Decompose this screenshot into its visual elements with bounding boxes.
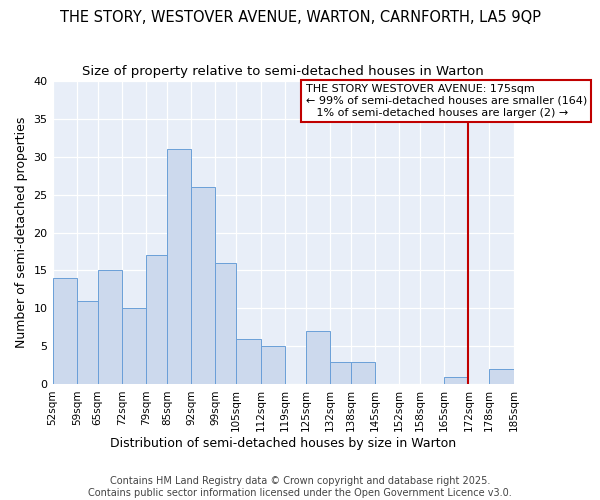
Text: Contains HM Land Registry data © Crown copyright and database right 2025.
Contai: Contains HM Land Registry data © Crown c…	[88, 476, 512, 498]
Bar	[330, 362, 350, 384]
Bar	[167, 149, 191, 384]
Title: Size of property relative to semi-detached houses in Warton: Size of property relative to semi-detach…	[82, 65, 484, 78]
Text: THE STORY WESTOVER AVENUE: 175sqm
← 99% of semi-detached houses are smaller (164: THE STORY WESTOVER AVENUE: 175sqm ← 99% …	[305, 84, 587, 117]
X-axis label: Distribution of semi-detached houses by size in Warton: Distribution of semi-detached houses by …	[110, 437, 456, 450]
Bar	[489, 370, 514, 384]
Y-axis label: Number of semi-detached properties: Number of semi-detached properties	[15, 117, 28, 348]
Bar	[191, 187, 215, 384]
Text: THE STORY, WESTOVER AVENUE, WARTON, CARNFORTH, LA5 9QP: THE STORY, WESTOVER AVENUE, WARTON, CARN…	[59, 10, 541, 25]
Bar	[98, 270, 122, 384]
Bar	[444, 377, 469, 384]
Bar	[215, 263, 236, 384]
Bar	[122, 308, 146, 384]
Bar	[53, 278, 77, 384]
Bar	[236, 339, 260, 384]
Bar	[260, 346, 285, 385]
Bar	[77, 301, 98, 384]
Bar	[305, 332, 330, 384]
Bar	[146, 256, 167, 384]
Bar	[350, 362, 375, 384]
